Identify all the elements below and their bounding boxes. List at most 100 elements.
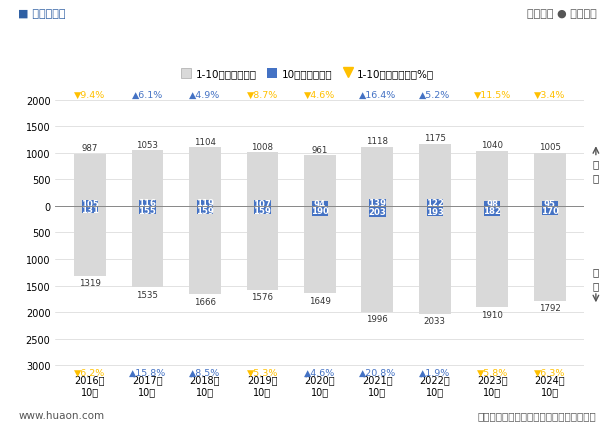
Text: ▼5.3%: ▼5.3% [247, 368, 278, 377]
Text: ▲20.8%: ▲20.8% [359, 368, 396, 377]
Text: 182: 182 [483, 207, 501, 216]
Bar [197, 207, 213, 215]
Bar [419, 144, 451, 207]
Text: ▲4.9%: ▲4.9% [189, 91, 220, 100]
Text: ▼5.8%: ▼5.8% [477, 368, 508, 377]
Text: 122: 122 [426, 199, 444, 208]
Text: 1649: 1649 [309, 296, 331, 305]
Text: 105: 105 [81, 199, 99, 208]
Text: 口: 口 [592, 173, 598, 183]
Bar [139, 200, 156, 207]
Text: 1576: 1576 [252, 292, 273, 301]
Bar [312, 201, 328, 207]
Bar [82, 207, 98, 213]
Text: 987: 987 [82, 144, 98, 153]
Text: 155: 155 [138, 206, 156, 215]
Bar [247, 207, 278, 290]
Bar [132, 207, 163, 288]
Text: ▲5.2%: ▲5.2% [419, 91, 450, 100]
Text: 1005: 1005 [539, 143, 561, 152]
Text: ▼6.3%: ▼6.3% [534, 368, 565, 377]
Text: 1319: 1319 [79, 279, 101, 288]
Bar [247, 153, 278, 207]
Bar [369, 207, 386, 217]
Text: ▼9.4%: ▼9.4% [74, 91, 105, 100]
Text: ■ 华经情报网: ■ 华经情报网 [18, 9, 66, 19]
Text: ▼4.6%: ▼4.6% [304, 91, 335, 100]
Text: 1053: 1053 [137, 141, 158, 150]
Text: ▼3.4%: ▼3.4% [534, 91, 565, 100]
Text: 961: 961 [312, 145, 328, 154]
Text: 139: 139 [368, 198, 386, 207]
Text: 1910: 1910 [482, 310, 503, 319]
Text: 119: 119 [196, 199, 214, 208]
Bar [362, 147, 393, 207]
Text: 1666: 1666 [194, 297, 216, 306]
Bar [82, 201, 98, 207]
Text: 1175: 1175 [424, 134, 446, 143]
Bar [74, 207, 106, 276]
Bar [362, 207, 393, 312]
Text: 98: 98 [486, 199, 498, 208]
Bar [197, 200, 213, 207]
Text: 1008: 1008 [252, 143, 273, 152]
Bar [74, 154, 106, 207]
Text: ▲4.6%: ▲4.6% [304, 368, 335, 377]
Bar [484, 207, 501, 216]
Text: 1792: 1792 [539, 304, 561, 313]
Bar [254, 207, 271, 215]
Bar [427, 207, 443, 217]
Bar [542, 201, 558, 207]
Text: 1040: 1040 [482, 141, 503, 150]
Text: 专业严谨 ● 客观科学: 专业严谨 ● 客观科学 [527, 9, 597, 19]
Bar [312, 207, 328, 216]
Text: 116: 116 [138, 199, 156, 208]
Text: 1996: 1996 [367, 314, 388, 323]
Bar [189, 207, 221, 295]
Text: 107: 107 [253, 199, 271, 208]
Bar [419, 207, 451, 314]
Bar [477, 151, 508, 207]
Legend: 1-10月（亿美元）, 10月（亿美元）, 1-10月同比增速（%）: 1-10月（亿美元）, 10月（亿美元）, 1-10月同比增速（%） [177, 65, 438, 83]
Bar [304, 155, 336, 207]
Text: ▲16.4%: ▲16.4% [359, 91, 396, 100]
Text: 190: 190 [311, 207, 329, 216]
Text: ▼8.7%: ▼8.7% [247, 91, 278, 100]
Bar [534, 207, 566, 301]
Text: 1535: 1535 [137, 290, 158, 299]
Text: 203: 203 [368, 207, 386, 216]
Text: 2033: 2033 [424, 317, 446, 325]
Text: 159: 159 [196, 206, 214, 215]
Text: 95: 95 [544, 199, 556, 208]
Bar [304, 207, 336, 294]
Bar [484, 201, 501, 207]
Text: ▼6.2%: ▼6.2% [74, 368, 105, 377]
Text: ▲1.9%: ▲1.9% [419, 368, 450, 377]
Text: 口: 口 [592, 281, 598, 291]
Text: 131: 131 [81, 205, 99, 214]
Bar [427, 200, 443, 207]
Text: ▲15.8%: ▲15.8% [129, 368, 166, 377]
Text: ▼11.5%: ▼11.5% [474, 91, 511, 100]
Text: 数据来源：中国海关，华经产业研究院整理: 数据来源：中国海关，华经产业研究院整理 [478, 410, 597, 420]
Text: 进: 进 [592, 267, 598, 276]
Text: 2016-2024年10月上海市外商投资企业进、出口额: 2016-2024年10月上海市外商投资企业进、出口额 [161, 35, 454, 53]
Bar [189, 148, 221, 207]
Bar [132, 151, 163, 207]
Bar [477, 207, 508, 308]
Text: 94: 94 [314, 199, 326, 208]
Bar [139, 207, 156, 215]
Text: 1104: 1104 [194, 138, 216, 147]
Text: 170: 170 [541, 207, 559, 216]
Text: ▲6.1%: ▲6.1% [132, 91, 163, 100]
Text: ▲8.5%: ▲8.5% [189, 368, 220, 377]
Text: 出: 出 [592, 159, 598, 169]
Text: www.huaon.com: www.huaon.com [18, 410, 105, 420]
Bar [534, 153, 566, 207]
Bar [254, 201, 271, 207]
Text: 1118: 1118 [367, 137, 388, 146]
Bar [542, 207, 558, 216]
Text: 193: 193 [426, 207, 444, 216]
Text: 159: 159 [253, 206, 271, 215]
Bar [369, 199, 386, 207]
